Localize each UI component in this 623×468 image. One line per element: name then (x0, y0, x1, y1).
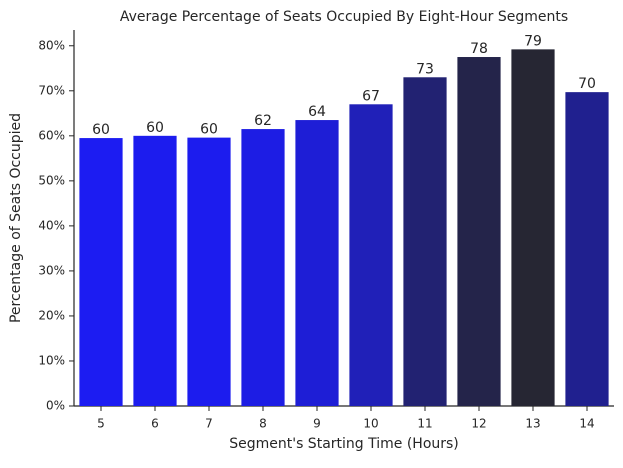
bar (295, 120, 339, 407)
data-label: 67 (362, 88, 380, 104)
data-label: 70 (578, 76, 596, 92)
y-tick-label: 70% (38, 83, 65, 97)
x-tick-label: 5 (97, 417, 105, 431)
x-tick-label: 14 (579, 417, 594, 431)
bar (133, 135, 177, 406)
y-tick-label: 10% (38, 353, 65, 367)
y-tick-label: 30% (38, 263, 65, 277)
bar (349, 104, 393, 406)
x-axis-label: Segment's Starting Time (Hours) (229, 436, 459, 452)
x-tick-label: 13 (525, 417, 540, 431)
bar (79, 138, 123, 407)
x-tick-label: 11 (417, 417, 432, 431)
x-tick-label: 10 (363, 417, 378, 431)
x-tick-label: 6 (151, 417, 159, 431)
data-label: 62 (254, 113, 272, 129)
bar (457, 57, 501, 406)
data-label: 60 (92, 122, 110, 138)
bar (187, 137, 231, 406)
bar (511, 49, 555, 406)
y-tick-label: 20% (38, 308, 65, 322)
y-tick-label: 80% (38, 38, 65, 52)
y-axis-label: Percentage of Seats Occupied (8, 113, 24, 323)
x-tick-label: 7 (205, 417, 213, 431)
y-tick-label: 40% (38, 218, 65, 232)
data-label: 79 (524, 33, 542, 49)
data-label: 78 (470, 41, 488, 57)
bar (403, 77, 447, 407)
bar (565, 92, 609, 406)
x-tick-label: 9 (313, 417, 321, 431)
y-tick-label: 50% (38, 173, 65, 187)
y-tick-label: 60% (38, 128, 65, 142)
data-label: 73 (416, 61, 434, 77)
x-tick-label: 12 (471, 417, 486, 431)
x-tick-label: 8 (259, 417, 267, 431)
y-tick-label: 0% (46, 399, 65, 413)
chart-title: Average Percentage of Seats Occupied By … (120, 9, 568, 25)
data-label: 60 (146, 120, 164, 136)
data-label: 64 (308, 104, 326, 120)
bar (241, 129, 285, 407)
data-label: 60 (200, 122, 218, 138)
